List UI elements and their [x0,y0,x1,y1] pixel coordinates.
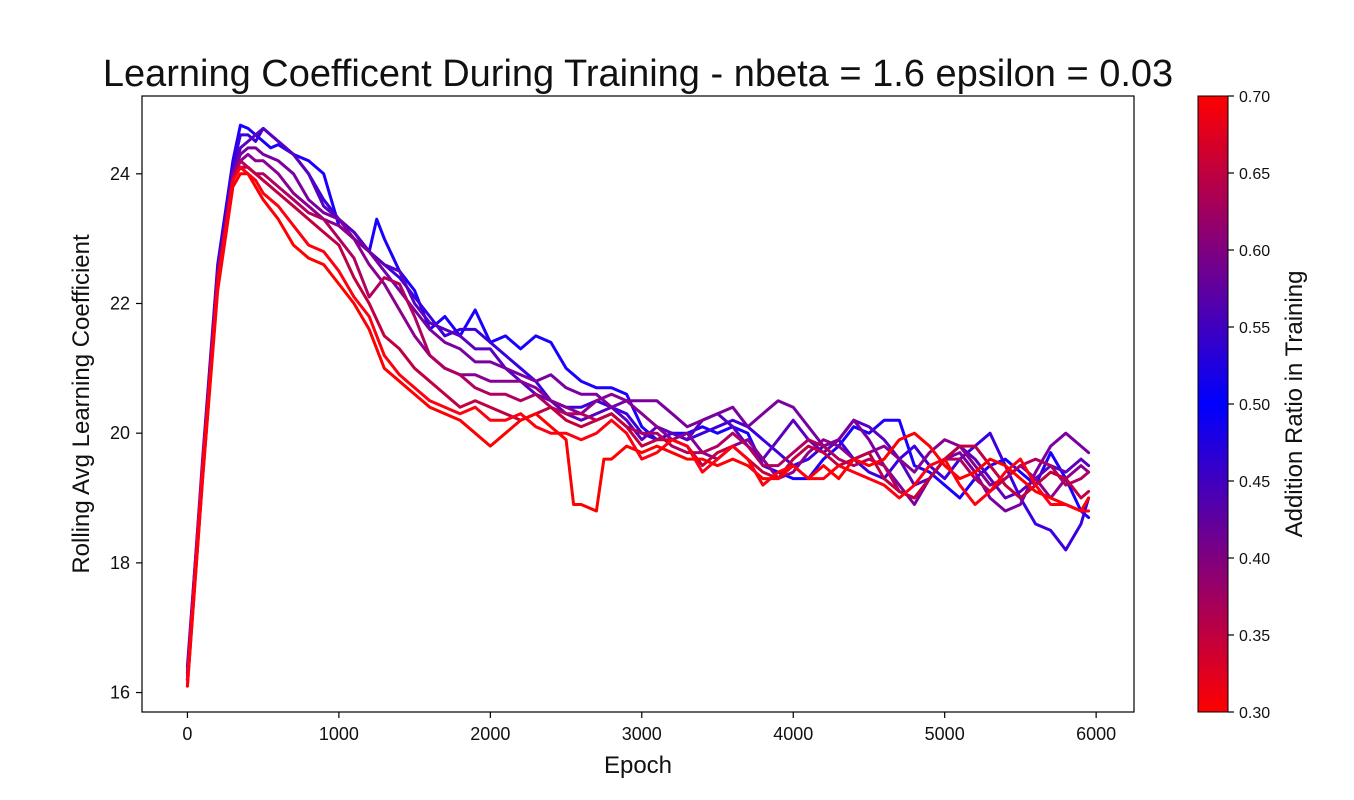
x-axis: 0 1000 2000 3000 4000 5000 6000 [182,712,1116,744]
y-tick-label: 18 [110,553,130,573]
x-tick-label: 4000 [773,724,813,744]
colorbar-axis: 0.30 0.35 0.40 0.45 0.50 0.55 0.60 0.65 0.70 [1228,89,1270,722]
colorbar-tick-label: 0.35 [1239,628,1270,645]
colorbar-tick-label: 0.55 [1239,320,1270,337]
x-tick-label: 2000 [470,724,510,744]
x-axis-title: Epoch [604,752,672,779]
x-tick-label: 6000 [1076,724,1116,744]
colorbar-tick-label: 0.30 [1239,705,1270,722]
colorbar-tick-label: 0.60 [1239,243,1270,260]
y-axis-title: Rolling Avg Learning Coefficient [68,234,95,574]
y-tick-label: 22 [110,293,130,313]
series-line-7 [185,172,1091,688]
colorbar-tick-label: 0.50 [1239,397,1270,414]
y-tick-label: 24 [110,164,130,184]
series-line-6 [185,165,1091,682]
x-tick-label: 5000 [925,724,965,744]
colorbar-tick-label: 0.45 [1239,474,1270,491]
series-group [185,123,1091,688]
x-tick-label: 1000 [319,724,359,744]
chart-title: Learning Coefficent During Training - nb… [103,53,1173,95]
x-tick-label: 3000 [622,724,662,744]
y-axis: 16 18 20 22 24 [110,164,142,703]
colorbar-tick-label: 0.65 [1239,166,1270,183]
colorbar-tick-label: 0.40 [1239,551,1270,568]
y-tick-label: 16 [110,683,130,703]
colorbar [1197,95,1229,713]
colorbar-tick-label: 0.70 [1239,89,1270,106]
series-line-0 [185,123,1091,675]
x-tick-label: 0 [182,724,192,744]
y-tick-label: 20 [110,423,130,443]
series-line-4 [185,152,1091,682]
colorbar-title: Addition Ratio in Training [1281,271,1308,538]
series-line-8 [185,165,1091,682]
